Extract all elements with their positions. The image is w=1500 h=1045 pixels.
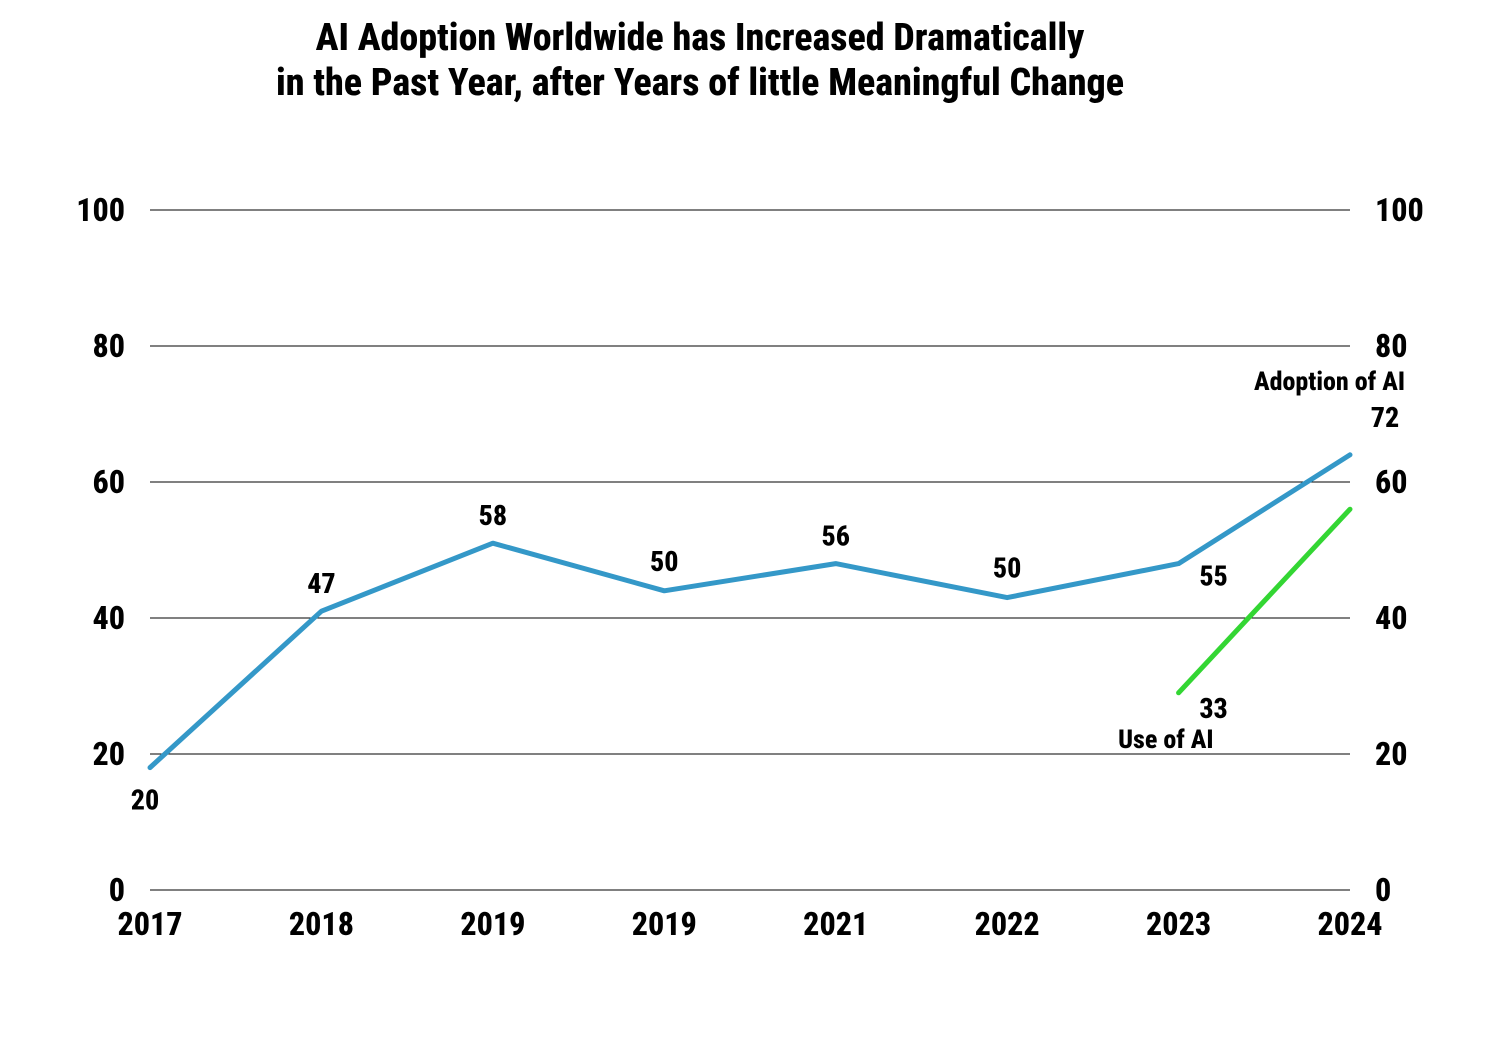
data-label: 58: [479, 499, 507, 532]
data-label: 33: [1199, 692, 1227, 725]
data-label: 50: [993, 552, 1021, 585]
data-label: 47: [307, 567, 335, 600]
y-tick-right: 60: [1375, 463, 1408, 501]
x-tick: 2022: [975, 905, 1040, 943]
series-label: Adoption of AI: [1254, 367, 1405, 397]
x-tick: 2018: [289, 905, 354, 943]
chart-svg: AI Adoption Worldwide has Increased Dram…: [0, 0, 1500, 1045]
x-tick: 2023: [1146, 905, 1211, 943]
y-tick-left: 100: [76, 191, 125, 229]
chart-container: AI Adoption Worldwide has Increased Dram…: [0, 0, 1500, 1045]
x-tick: 2021: [803, 905, 868, 943]
y-tick-right: 100: [1375, 191, 1424, 229]
y-tick-left: 20: [92, 735, 125, 773]
data-label: 55: [1199, 560, 1227, 593]
data-label: 50: [650, 545, 678, 578]
x-tick: 2024: [1317, 905, 1382, 943]
y-tick-left: 40: [92, 599, 125, 637]
y-tick-left: 80: [92, 327, 125, 365]
y-tick-left: 0: [109, 871, 125, 909]
x-tick: 2019: [632, 905, 697, 943]
y-tick-right: 0: [1375, 871, 1391, 909]
y-tick-left: 60: [92, 463, 125, 501]
x-tick: 2017: [117, 905, 182, 943]
x-tick: 2019: [460, 905, 525, 943]
chart-title-line1: AI Adoption Worldwide has Increased Dram…: [316, 16, 1085, 60]
chart-title-line2: in the Past Year, after Years of little …: [276, 61, 1124, 105]
series-label: Use of AI: [1118, 725, 1213, 755]
y-tick-right: 40: [1375, 599, 1408, 637]
y-tick-right: 20: [1375, 735, 1408, 773]
y-tick-right: 80: [1375, 327, 1408, 365]
data-label: 20: [131, 784, 159, 817]
chart-bg: [0, 0, 1500, 1045]
data-label: 72: [1371, 401, 1399, 434]
data-label: 56: [821, 520, 849, 553]
